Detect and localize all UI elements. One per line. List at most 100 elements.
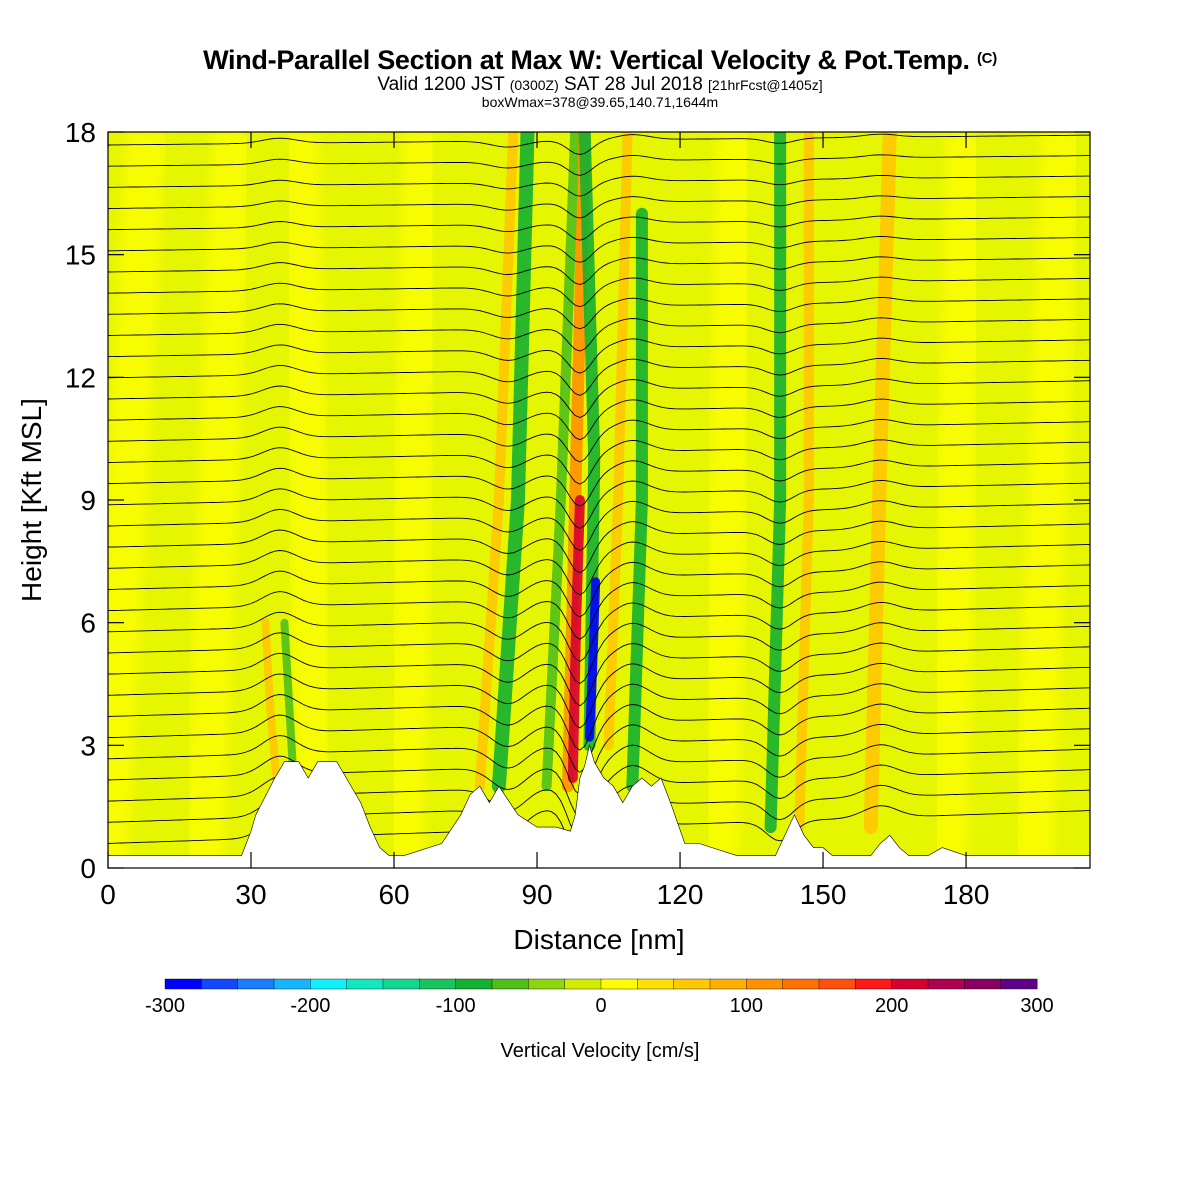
title-text: Wind-Parallel Section at Max W: Vertical… [203, 45, 970, 75]
theta-contour [108, 215, 1090, 241]
theta-contour [108, 133, 1090, 155]
theta-contour [108, 561, 1090, 618]
colorbar-swatch [528, 978, 566, 990]
colorbar-tick-label: 200 [875, 995, 908, 1017]
colorbar-swatch [709, 978, 747, 990]
theta-contour [108, 683, 1090, 751]
colorbar-swatch [310, 978, 348, 990]
y-tick-label: 15 [65, 240, 96, 271]
utc-time: (0300Z) [509, 77, 559, 93]
theta-contour [108, 540, 1090, 596]
velocity-streak [626, 207, 648, 793]
colorbar-tick-label: -200 [290, 995, 330, 1017]
x-tick-label: 60 [378, 879, 409, 910]
colorbar-swatch [746, 978, 784, 990]
theta-contour [108, 418, 1090, 463]
colorbar-swatch [164, 978, 202, 990]
colorbar-swatch [600, 978, 638, 990]
theta-contour [108, 459, 1090, 507]
theta-contour [108, 357, 1090, 396]
theta-contour [108, 723, 1090, 796]
theta-contour [108, 297, 1090, 330]
velocity-streak [603, 132, 633, 751]
theta-contour [108, 256, 1090, 285]
colorbar-swatch [927, 978, 965, 990]
velocity-streak [567, 495, 585, 784]
theta-contour [108, 236, 1090, 263]
theta-contour [108, 601, 1090, 663]
x-tick-label: 150 [800, 879, 847, 910]
y-tick-label: 0 [80, 853, 96, 884]
theta-contour [108, 703, 1090, 773]
valid-time: Valid 1200 JST [377, 74, 505, 95]
colorbar-swatch [201, 978, 239, 990]
colorbar-ticks: -300 -200 -100 0 100 200 300 [145, 995, 1054, 1017]
theta-contour [108, 479, 1090, 529]
colorbar-swatch [382, 978, 420, 990]
colorbar-swatch [1000, 978, 1038, 990]
theta-contour [108, 662, 1090, 729]
theta-contour [108, 154, 1090, 176]
updraft-band [183, 132, 252, 868]
velocity-streak [280, 618, 298, 791]
updraft-band [278, 132, 338, 868]
chart-title: Wind-Parallel Section at Max W: Vertical… [0, 44, 1200, 75]
x-tick-label: 0 [100, 879, 116, 910]
x-tick-label: 120 [657, 879, 704, 910]
terrain [108, 744, 1090, 868]
copyright-mark: (C) [976, 50, 997, 67]
box-max-info: boxWmax=378@39.65,140.71,1644m [481, 94, 719, 110]
colorbar-swatch [237, 978, 275, 990]
colorbar-swatch [273, 978, 311, 990]
colorbar-swatch [891, 978, 929, 990]
velocity-streak [541, 132, 581, 792]
velocity-streak [474, 132, 519, 792]
theta-contour [108, 642, 1090, 707]
colorbar-label: Vertical Velocity [cm/s] [501, 1040, 700, 1062]
potential-temperature-contours [108, 133, 1090, 868]
theta-contour [108, 276, 1090, 308]
chart-subtitle: Valid 1200 JST (0300Z) SAT 28 Jul 2018 [… [0, 75, 1200, 95]
y-tick-label: 9 [80, 485, 96, 516]
title-block: Wind-Parallel Section at Max W: Vertical… [0, 44, 1200, 109]
updraft-band [383, 132, 443, 868]
velocity-streak [764, 132, 787, 834]
theta-contour [108, 622, 1090, 685]
colorbar-swatch [964, 978, 1002, 990]
theta-contour [108, 398, 1090, 441]
x-axis: 0 30 60 90 120 150 180 [100, 132, 989, 910]
theta-contour [108, 439, 1090, 485]
updraft-band [698, 132, 758, 868]
theta-contour [108, 317, 1090, 352]
colorbar-tick-label: -300 [145, 995, 185, 1017]
theta-contour [108, 378, 1090, 418]
theta-contour [108, 174, 1090, 197]
theta-contour [108, 195, 1090, 219]
y-axis-label: Height [Kft MSL] [16, 398, 47, 602]
x-tick-label: 30 [235, 879, 266, 910]
updraft-band [926, 132, 987, 868]
colorbar-swatch [637, 978, 675, 990]
theta-contour [108, 337, 1090, 374]
colorbar-swatch [419, 978, 457, 990]
updraft-band [1012, 132, 1082, 868]
velocity-streak [794, 132, 814, 833]
x-axis-label: Distance [nm] [513, 924, 684, 955]
valid-date: SAT 28 Jul 2018 [564, 74, 703, 95]
colorbar-tick-label: 100 [730, 995, 763, 1017]
theta-contour [108, 500, 1090, 552]
y-tick-label: 12 [65, 362, 96, 393]
theta-contour [108, 520, 1090, 574]
colorbar [164, 978, 1038, 990]
plot-area [108, 132, 1090, 868]
y-tick-label: 18 [65, 117, 96, 148]
colorbar-swatch [564, 978, 602, 990]
colorbar-swatch [346, 978, 384, 990]
velocity-streak [584, 577, 601, 742]
colorbar-swatch [491, 978, 529, 990]
velocity-streak [863, 132, 897, 835]
x-tick-label: 90 [521, 879, 552, 910]
colorbar-swatch [782, 978, 820, 990]
y-tick-label: 3 [80, 730, 96, 761]
